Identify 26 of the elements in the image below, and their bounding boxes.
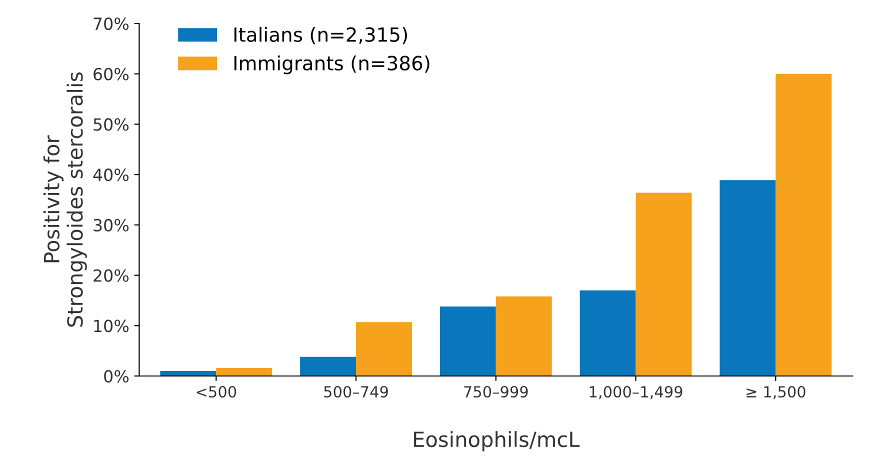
x-tick-label: ≥ 1,500 [746,386,806,400]
y-tick-label: 50% [94,118,129,131]
x-tick-label: 500–749 [324,386,388,398]
bar [580,290,636,376]
y-tick-label: 30% [94,218,129,232]
bar [720,180,776,376]
bar [636,192,692,376]
y-tick-label: 20% [94,269,129,282]
x-tick-label: 1,000–1,499 [590,386,682,400]
bar [496,296,552,376]
y-tick-label: 10% [94,320,129,332]
y-axis-title: Positivity for Strongyloides stercoralis [43,72,87,327]
bar [300,356,356,376]
bar [216,368,272,376]
bar [356,322,412,376]
bar [776,74,832,376]
x-axis-title: Eosinophils/mcL [414,431,580,452]
y-tick-label: 40% [93,168,129,182]
y-tick-label: 60% [94,68,129,80]
legend-label: Italians (n=2,315) [234,26,407,44]
x-tick-label: 750–999 [464,386,528,398]
y-tick-label: 0% [104,370,129,383]
y-tick-label: 70% [94,17,129,30]
legend-label: Immigrants (n=386) [234,55,430,74]
bar [440,306,496,376]
x-tick-label: <500 [196,386,236,398]
